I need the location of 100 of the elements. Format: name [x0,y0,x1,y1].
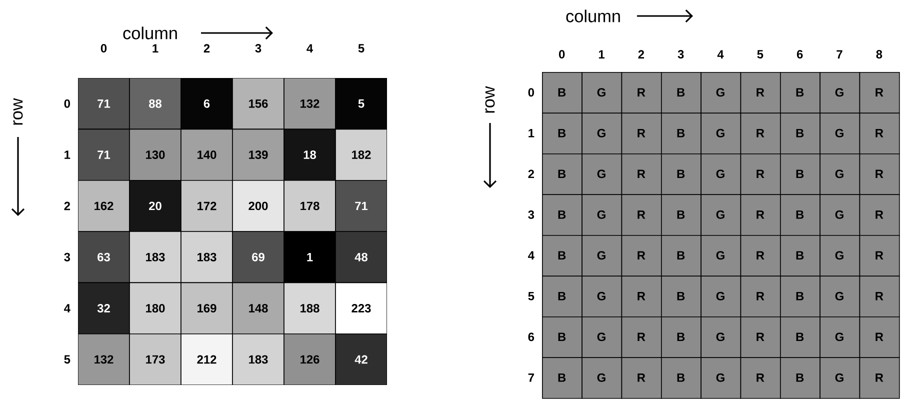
text: B [558,374,566,382]
data-label: 88 [148,99,162,108]
text: B [796,292,804,300]
text: G [835,373,844,382]
data-label: 156 [249,99,268,108]
text: G [716,170,724,178]
data-label: 188 [300,304,320,312]
text: G [835,88,844,97]
y-tick-label: 6 [528,332,534,342]
data-label: 173 [146,355,165,364]
text: R [876,332,884,341]
text: G [597,210,606,219]
text: B [558,88,566,96]
text: G [716,373,724,382]
data-label: 132 [94,355,114,364]
x-axis-title: column [123,26,177,40]
text: G [597,128,606,138]
text: R [638,332,646,341]
text: B [558,210,566,219]
text: R [876,292,884,300]
x-tick-label: 5 [358,44,364,52]
text: G [716,292,724,300]
y-axis-title: row [485,86,495,113]
text: R [876,251,884,260]
y-tick-label: 2 [64,202,70,210]
x-tick-label: 1 [598,50,604,58]
text: R [876,129,884,138]
text: R [638,210,646,219]
text: G [835,292,844,300]
x-tick-label: 4 [717,50,724,58]
data-label: 183 [146,252,165,262]
x-tick-label: 1 [152,44,158,52]
y-tick-label: 3 [64,252,70,262]
y-tick-label: 0 [528,88,534,97]
y-tick-label: 4 [528,251,534,260]
text: B [796,129,804,138]
text: R [756,129,764,138]
text: G [835,251,844,260]
text: G [597,292,606,300]
y-tick-label: 7 [528,374,534,382]
text: R [876,374,884,382]
data-label: 223 [352,304,371,313]
y-tick-label: 1 [528,129,534,138]
y-tick-label: 1 [64,150,70,159]
data-label: 6 [204,99,210,108]
x-tick-label: 3 [678,50,684,58]
text: R [638,251,646,260]
data-label: 178 [300,202,320,210]
text: R [876,88,884,96]
data-label: 71 [355,202,368,210]
text: G [597,332,606,342]
data-label: 63 [98,252,110,262]
text: R [638,374,646,382]
data-label: 69 [252,252,264,262]
text: R [756,88,764,96]
text: G [597,170,606,178]
text: R [876,170,884,178]
x-tick-label: 6 [796,50,803,58]
text: G [716,128,724,138]
x-tick-label: 0 [558,50,565,58]
x-tick-label: 8 [876,50,882,58]
text: B [677,170,685,178]
data-label: 162 [94,202,114,210]
text: R [876,210,884,219]
data-label: 183 [198,252,216,262]
text: R [756,332,764,341]
y-tick-label: 5 [64,355,70,364]
data-label: 200 [248,202,268,210]
x-tick-label: 0 [100,44,107,52]
data-label: 182 [352,150,371,159]
text: G [716,332,724,342]
x-tick-label: 4 [306,44,314,52]
text: G [716,210,724,219]
data-label: 1 [307,252,313,262]
text: B [558,332,566,341]
y-axis-title: row [13,98,23,125]
text: B [796,88,804,96]
text: R [756,170,764,178]
data-label: 18 [304,150,316,159]
data-label: 183 [249,355,268,364]
text: G [835,128,844,138]
text: B [558,129,566,138]
text: G [835,210,844,219]
x-tick-label: 5 [757,50,764,58]
text: R [756,210,764,219]
text: R [638,292,646,300]
text: B [677,88,685,96]
data-label: 42 [354,355,368,364]
data-label: 180 [146,304,165,312]
data-label: 148 [249,304,268,312]
data-label: 132 [300,99,320,108]
text: R [638,170,646,178]
y-tick-label: 4 [64,304,70,312]
data-label: 32 [97,304,110,313]
text: B [677,210,685,219]
text: B [558,251,566,260]
data-label: 48 [354,252,368,262]
text: R [756,251,764,260]
y-tick-label: 2 [528,170,534,178]
x-tick-label: 7 [836,50,842,58]
